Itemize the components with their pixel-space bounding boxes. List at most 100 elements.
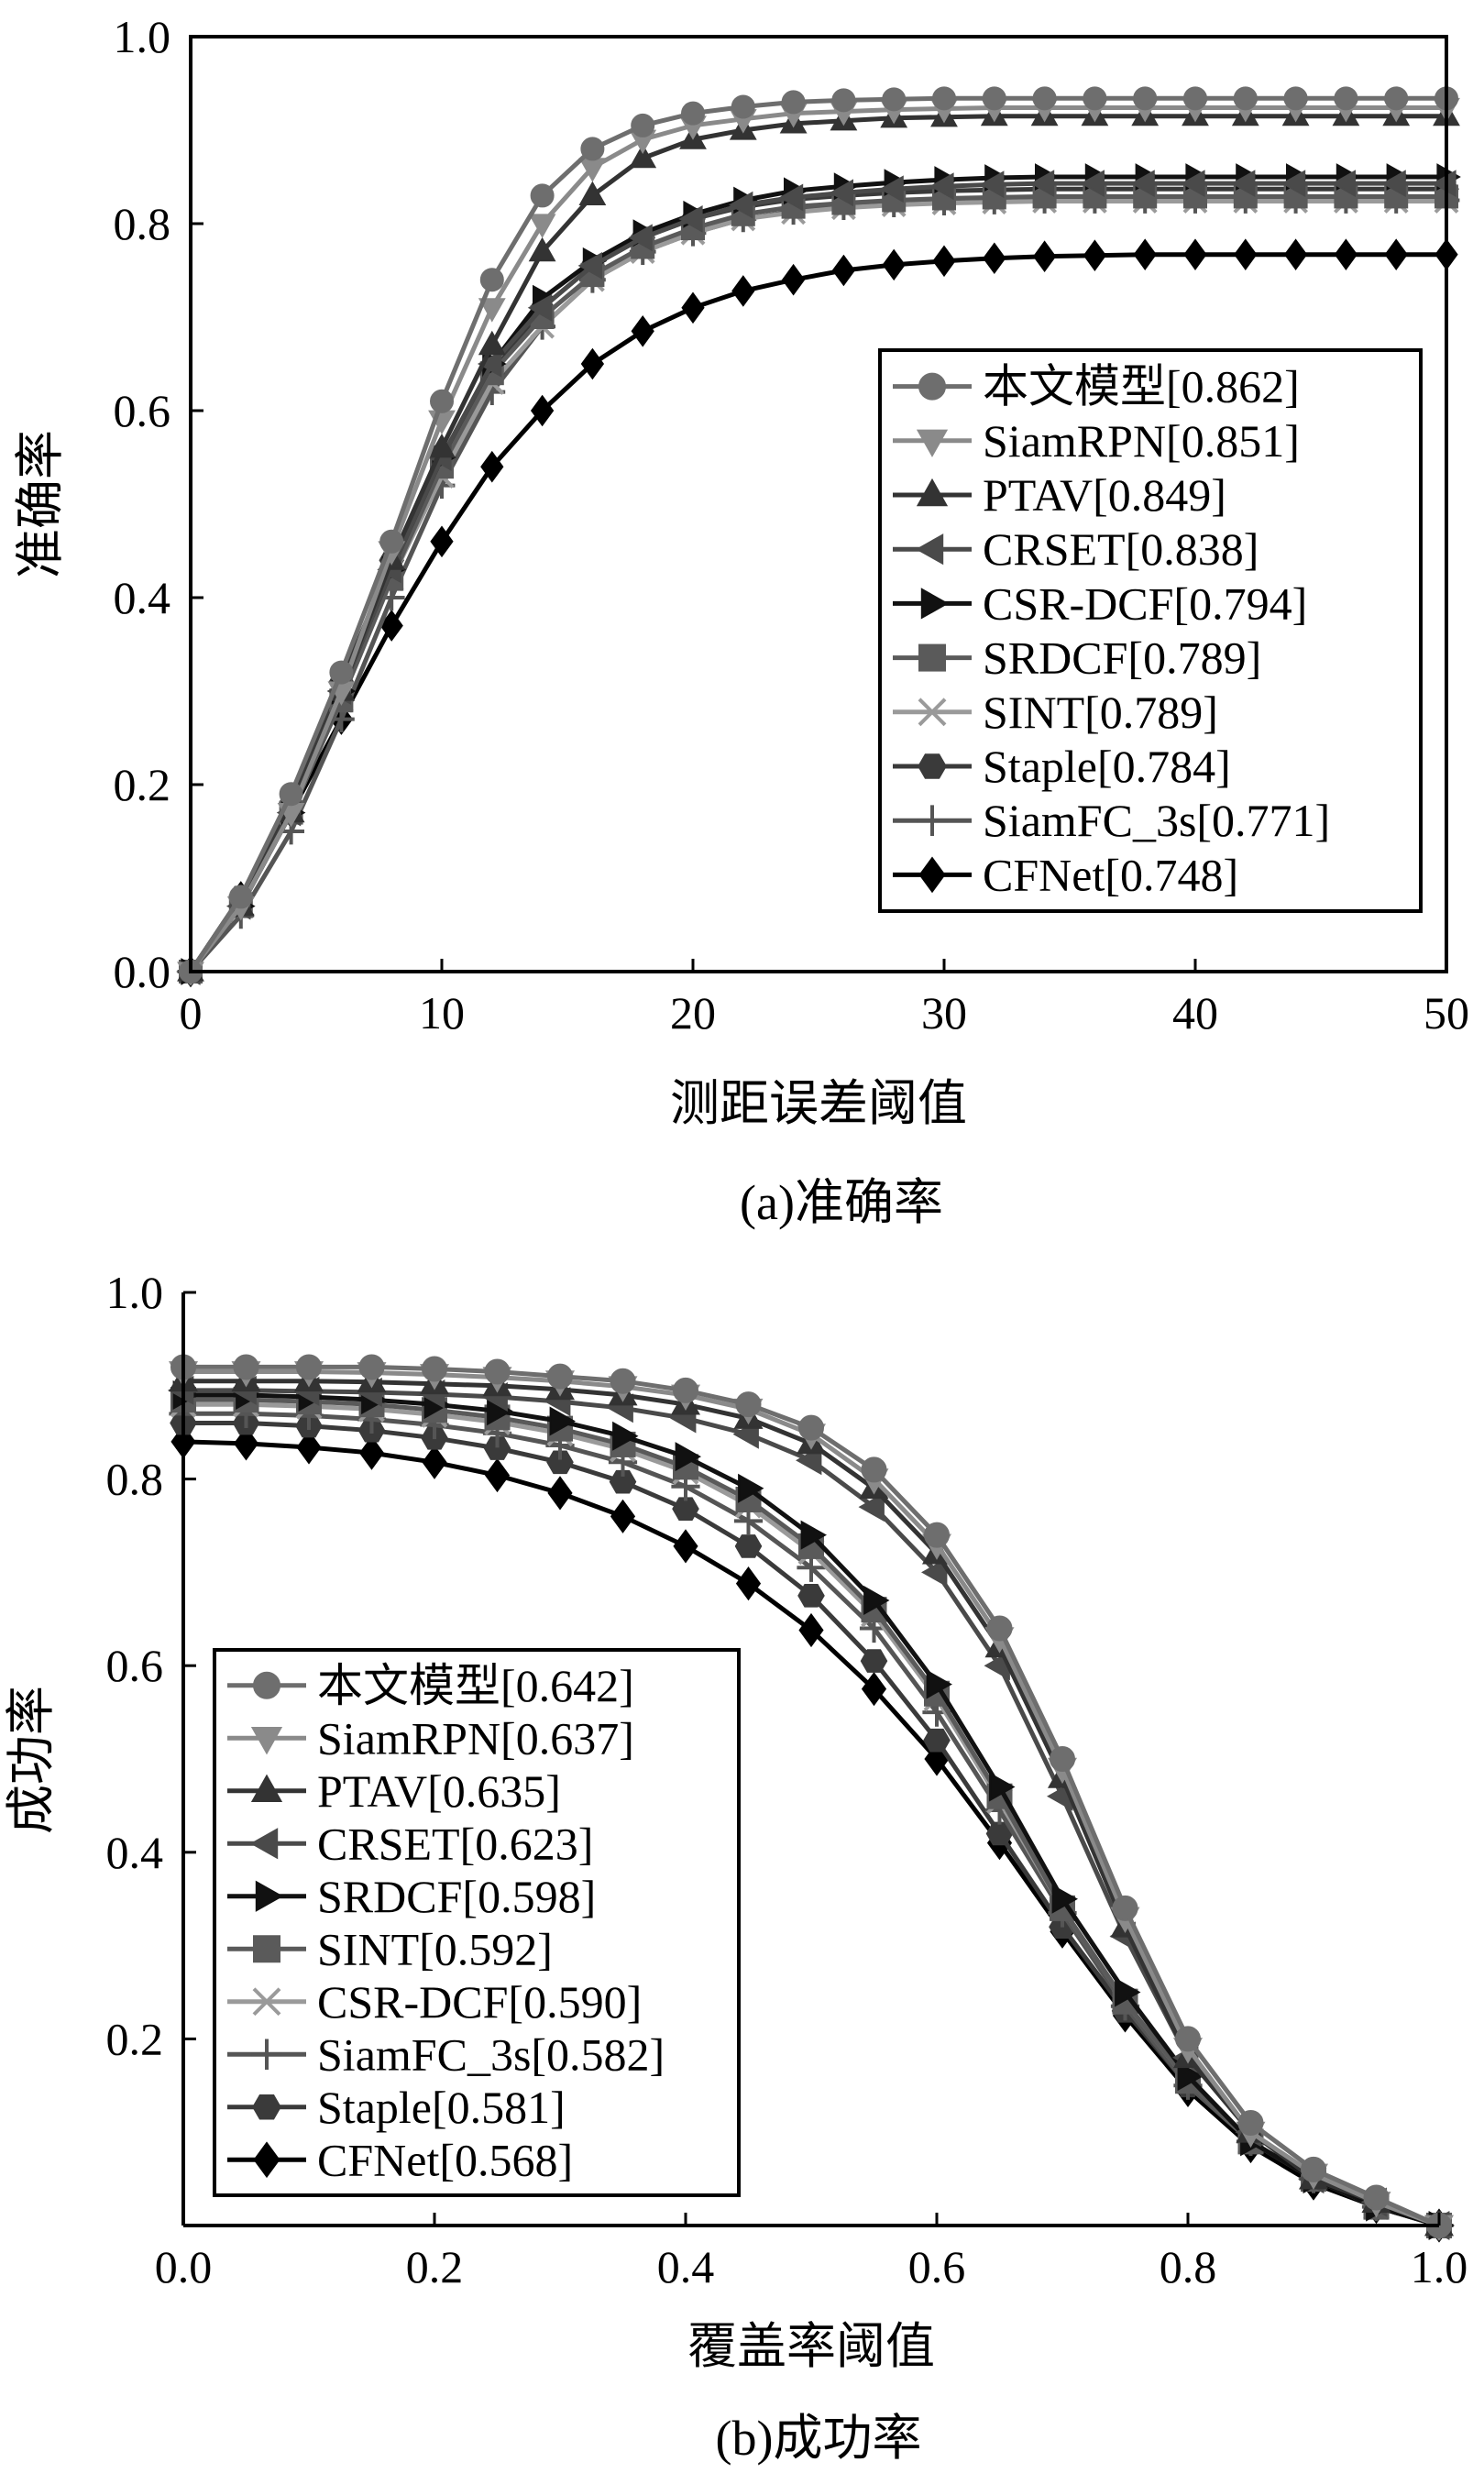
data-point-ptav: [428, 433, 456, 458]
legend-marker: [249, 1828, 279, 1860]
legend-item-cfnet: CFNet[0.748]: [893, 849, 1238, 900]
data-point-srdcf: [549, 1406, 576, 1436]
data-point-srdcf: [1115, 1977, 1141, 2007]
data-point-staple: [923, 1728, 951, 1753]
success-y-ticks: 0.2 0.4 0.6 0.8 1.0: [106, 1267, 196, 2064]
legend-label: Staple[0.784]: [983, 741, 1231, 792]
series-main: [170, 1354, 1452, 2238]
data-point-cfnet: [861, 1672, 887, 1707]
legend-item-siamrpn: SiamRPN[0.637]: [227, 1712, 634, 1764]
legend-label: SiamFC_3s[0.582]: [317, 2028, 665, 2080]
data-point-main: [1363, 2184, 1390, 2211]
data-point-cfnet: [430, 525, 454, 558]
data-point-srdcf: [612, 1421, 639, 1451]
data-point-cfnet: [1234, 238, 1258, 270]
data-point-ptav: [528, 236, 556, 262]
legend-marker: [918, 753, 947, 779]
data-point-main: [296, 1354, 322, 1380]
data-point-cfnet: [983, 242, 1006, 275]
x-tick-label: 0.2: [406, 2241, 464, 2292]
data-point-cfnet: [673, 1529, 698, 1564]
data-point-crset: [1281, 170, 1306, 198]
legend-marker: [918, 856, 946, 894]
data-point-staple: [734, 1534, 763, 1558]
y-tick-label: 0.2: [114, 759, 171, 810]
data-point-cfnet: [681, 291, 705, 324]
legend-label: PTAV[0.849]: [983, 469, 1226, 521]
legend-label: SiamFC_3s[0.771]: [983, 795, 1330, 846]
data-point-cfnet: [422, 1445, 447, 1479]
x-tick-label: 0.6: [908, 2241, 966, 2292]
legend-item-crset: CRSET[0.838]: [893, 523, 1259, 575]
accuracy-y-ticks: 0.0 0.2 0.4 0.6 0.8 1.0: [114, 11, 203, 997]
legend-marker: [916, 478, 949, 507]
data-point-main: [986, 1615, 1013, 1642]
data-point-main: [228, 885, 253, 909]
data-point-main: [1083, 86, 1107, 111]
legend-marker: [253, 2141, 280, 2179]
legend-label: SiamRPN[0.851]: [983, 415, 1300, 467]
legend-marker: [251, 2039, 282, 2071]
data-point-main: [831, 88, 856, 113]
data-point-srdcf: [675, 1442, 701, 1472]
data-point-crset: [678, 204, 703, 233]
x-tick-label: 50: [1424, 987, 1469, 1039]
data-point-cfnet: [530, 394, 555, 427]
accuracy-x-axis-title: 测距误差阈值: [670, 1076, 967, 1131]
legend-item-staple: Staple[0.581]: [227, 2082, 566, 2133]
data-point-crset: [929, 172, 954, 201]
success-legend: 本文模型[0.642]SiamRPN[0.637]PTAV[0.635]CRSE…: [213, 1648, 741, 2197]
data-point-crset: [1029, 170, 1055, 198]
data-point-cfnet: [1032, 240, 1057, 272]
x-tick-label: 0: [180, 987, 203, 1039]
x-tick-label: 0.0: [155, 2241, 213, 2292]
data-point-main: [673, 1377, 698, 1403]
legend-box: [213, 1648, 741, 2197]
legend-marker: [918, 698, 947, 727]
legend-marker: [916, 429, 949, 457]
legend-item-siamfc-3s: SiamFC_3s[0.771]: [893, 795, 1330, 846]
data-point-cfnet: [1183, 238, 1207, 270]
x-tick-label: 1.0: [1411, 2241, 1468, 2292]
data-point-crset: [628, 224, 653, 252]
data-point-main: [233, 1354, 259, 1380]
legend-label: 本文模型[0.862]: [983, 361, 1300, 412]
y-tick-label: 1.0: [114, 11, 171, 62]
data-point-staple: [860, 1649, 888, 1673]
success-caption: (b)成功率: [716, 2411, 922, 2466]
data-point-cfnet: [781, 263, 806, 296]
data-point-crset: [858, 1492, 885, 1522]
data-point-main: [1050, 1746, 1075, 1772]
data-point-ptav: [578, 181, 607, 205]
data-point-main: [1237, 2110, 1264, 2137]
data-point-main: [781, 90, 806, 115]
data-point-main: [1133, 86, 1158, 111]
data-point-cfnet: [731, 275, 755, 307]
data-point-main: [861, 1456, 887, 1483]
data-point-staple: [609, 1469, 637, 1494]
data-point-main: [279, 782, 303, 807]
accuracy-plot-frame: [189, 35, 1448, 973]
legend-label: Staple[0.581]: [317, 2082, 566, 2133]
data-point-crset: [728, 191, 753, 219]
x-tick-label: 40: [1172, 987, 1218, 1039]
data-point-crset: [1331, 170, 1356, 198]
legend-label: CFNet[0.568]: [317, 2134, 573, 2185]
data-point-main: [631, 113, 655, 137]
data-point-crset: [477, 350, 502, 378]
data-point-siamrpn: [528, 214, 556, 238]
accuracy-legend: 本文模型[0.862]SiamRPN[0.851]PTAV[0.849]CRSE…: [878, 348, 1423, 913]
y-tick-label: 0.8: [114, 198, 171, 249]
data-point-cfnet: [296, 1430, 322, 1465]
data-point-crset: [879, 175, 904, 203]
data-point-cfnet: [831, 254, 856, 287]
x-tick-label: 0.4: [657, 2241, 715, 2292]
data-point-main: [1384, 86, 1409, 111]
series-main: [179, 86, 1458, 984]
data-point-crset: [979, 170, 1005, 199]
y-tick-label: 1.0: [106, 1267, 164, 1318]
legend-marker: [918, 643, 946, 672]
data-point-cfnet: [484, 1457, 511, 1493]
data-point-main: [530, 183, 555, 208]
legend-marker: [915, 533, 944, 566]
